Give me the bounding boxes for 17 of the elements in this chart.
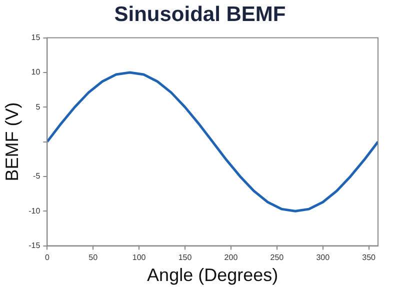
- x-tick-label: 350: [362, 252, 376, 262]
- chart-title: Sinusoidal BEMF: [113, 2, 287, 28]
- x-axis-title: Angle (Degrees): [147, 265, 278, 286]
- x-tick-label: 100: [132, 252, 146, 262]
- y-tick-label: 10: [31, 68, 41, 77]
- x-tick-label: 150: [178, 252, 192, 262]
- y-tick-label: 15: [31, 33, 41, 42]
- x-tick-label: 0: [44, 252, 50, 262]
- x-tick-label: 50: [88, 252, 98, 262]
- x-tick-label: 200: [224, 252, 238, 262]
- y-tick-label: -15: [28, 241, 41, 250]
- x-tick-label: 300: [316, 252, 330, 262]
- y-tick-label: -10: [28, 206, 41, 216]
- x-tick-label: 250: [270, 252, 284, 262]
- y-axis-title: BEMF (V): [2, 102, 22, 182]
- y-tick-label: 5: [36, 102, 41, 112]
- y-tick-label: -5: [33, 172, 41, 181]
